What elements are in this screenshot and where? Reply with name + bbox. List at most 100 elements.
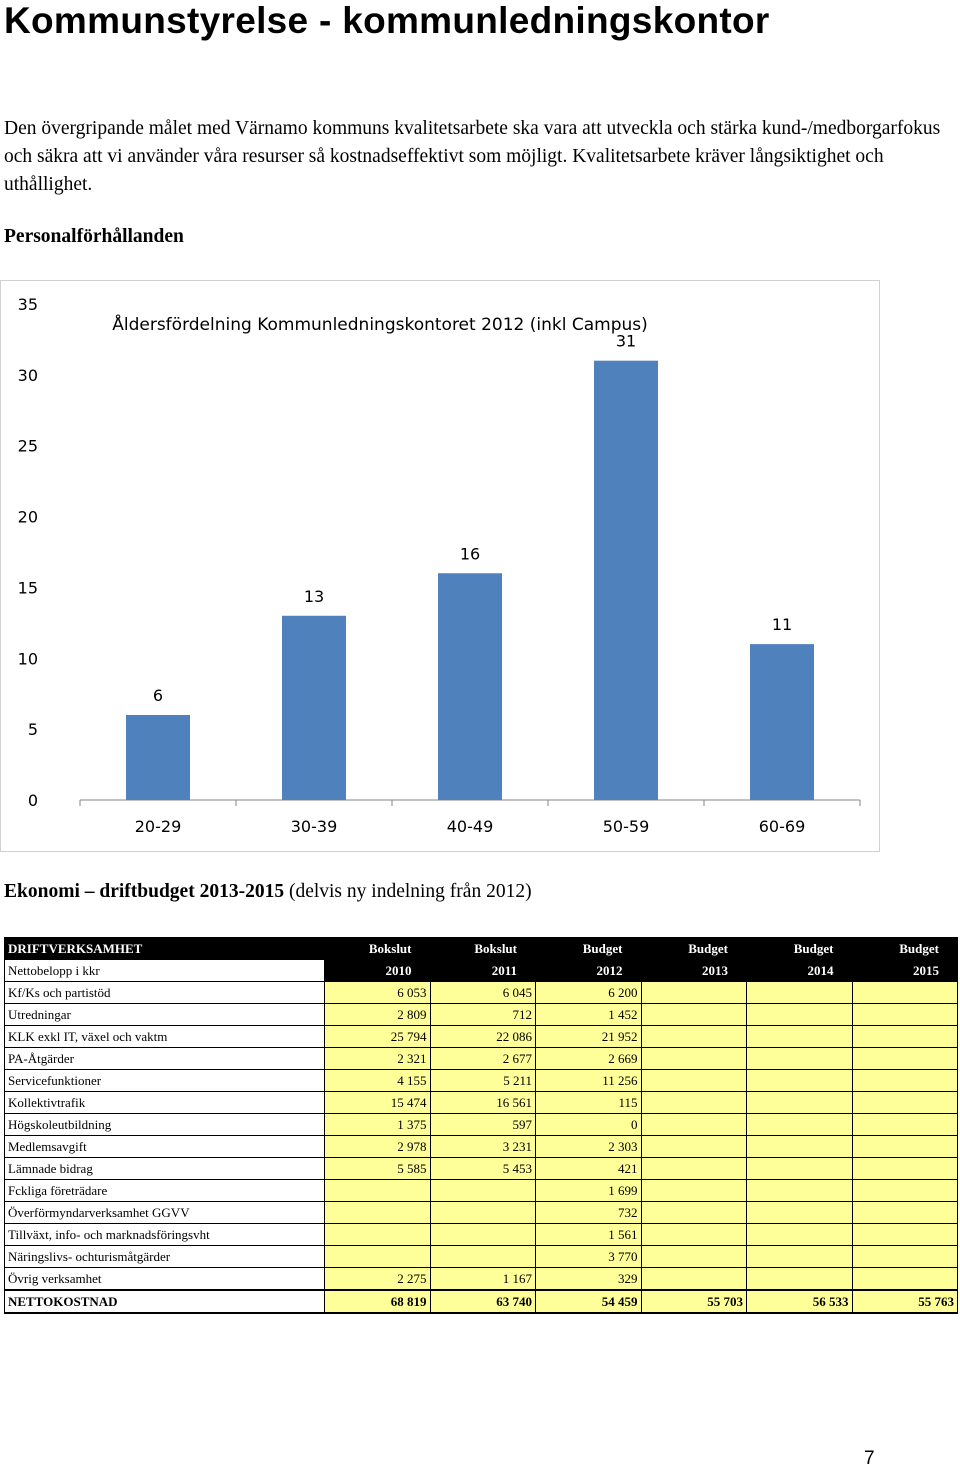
section-heading-economy-dash: –: [79, 881, 100, 902]
table-cell: [851, 1267, 958, 1291]
table-body: Kf/Ks och partistöd 6 053 6 045 6 200 Utredn…: [4, 981, 958, 1314]
chart-svg: Åldersfördelning Kommunledningskontoret …: [0, 280, 880, 852]
table-cell: 6 045: [429, 981, 536, 1004]
table-cell: [324, 1179, 431, 1202]
table-cell: [640, 1069, 747, 1092]
table-cell: [851, 1003, 958, 1026]
table-row: Övrig verksamhet 2 275 1 167 329: [4, 1267, 958, 1291]
table-cell: [746, 1047, 853, 1070]
table-cell: [429, 1179, 536, 1202]
table-cell: 2 303: [535, 1135, 642, 1158]
table-cell: [851, 981, 958, 1004]
table-cell: 16 561: [429, 1091, 536, 1114]
table-cell: [640, 1201, 747, 1224]
table-row: Lämnade bidrag 5 585 5 453 421: [4, 1157, 958, 1180]
table-cell: 1 699: [535, 1179, 642, 1202]
table-cell: [746, 1113, 853, 1136]
table-row: Kollektivtrafik 15 474 16 561 115: [4, 1091, 958, 1114]
bar: [750, 644, 814, 800]
page-number: 7: [864, 1448, 875, 1469]
y-tick-label: 15: [18, 578, 38, 597]
table-row: KLK exkl IT, växel och vaktm 25 794 22 086…: [4, 1025, 958, 1048]
table-cell: [640, 1091, 747, 1114]
row-label: Överförmyndarverksamhet GGVV: [4, 1201, 325, 1224]
row-label: Övrig verksamhet: [4, 1267, 325, 1291]
y-tick-label: 0: [28, 791, 38, 810]
y-tick-label: 20: [18, 508, 38, 527]
table-cell: 329: [535, 1267, 642, 1291]
table-cell: [851, 1179, 958, 1202]
table-cell: [324, 1245, 431, 1268]
table-cell: [640, 1113, 747, 1136]
table-cell: [429, 1245, 536, 1268]
table-header-type: Budget: [535, 937, 642, 960]
table-cell: 2 275: [324, 1267, 431, 1291]
table-cell: 732: [535, 1201, 642, 1224]
table-header-year: 2010: [324, 959, 431, 982]
data-label: 31: [616, 332, 636, 351]
table-cell: [746, 1179, 853, 1202]
table-header-type: Budget: [851, 937, 958, 960]
table-header-type: Bokslut: [429, 937, 536, 960]
total-cell: 55 703: [640, 1289, 747, 1314]
table-cell: [746, 1091, 853, 1114]
y-tick-label: 5: [28, 720, 38, 739]
x-tick-label: 60-69: [759, 817, 806, 836]
section-heading-economy-part1: Ekonomi: [4, 881, 80, 902]
table-cell: 2 669: [535, 1047, 642, 1070]
section-heading-economy: Ekonomi – driftbudget 2013-2015 (delvis …: [4, 881, 532, 903]
row-label: Kollektivtrafik: [4, 1091, 325, 1114]
table-cell: 4 155: [324, 1069, 431, 1092]
bar: [438, 573, 502, 800]
table-cell: [324, 1201, 431, 1224]
table-cell: 0: [535, 1113, 642, 1136]
table-cell: 22 086: [429, 1025, 536, 1048]
table-cell: [640, 1245, 747, 1268]
bar: [282, 615, 346, 800]
table-header-row-2: Nettobelopp i kkr 2010 2011 2012 2013 2014 201…: [4, 959, 958, 982]
row-label: Kf/Ks och partistöd: [4, 981, 325, 1004]
data-label: 13: [304, 587, 324, 606]
table-cell: [851, 1069, 958, 1092]
total-cell: 54 459: [535, 1289, 642, 1314]
table-cell: [746, 1245, 853, 1268]
table-cell: [746, 1135, 853, 1158]
table-cell: [324, 1223, 431, 1246]
table-cell: [851, 1201, 958, 1224]
row-label: Fckliga företrädare: [4, 1179, 325, 1202]
x-tick-label: 40-49: [447, 817, 494, 836]
data-label: 16: [460, 544, 480, 563]
table-cell: [640, 1157, 747, 1180]
table-header-year: 2013: [640, 959, 747, 982]
data-label: 6: [153, 686, 163, 705]
table-cell: [640, 981, 747, 1004]
table-cell: [640, 1223, 747, 1246]
table-cell: 25 794: [324, 1025, 431, 1048]
table-cell: [746, 1267, 853, 1291]
table-cell: [429, 1223, 536, 1246]
table-cell: [746, 981, 853, 1004]
table-header-year: 2015: [851, 959, 958, 982]
table-header-type: Bokslut: [324, 937, 431, 960]
bar: [126, 714, 190, 800]
table-cell: 1 375: [324, 1113, 431, 1136]
x-tick-label: 50-59: [603, 817, 650, 836]
table-header-year: 2012: [535, 959, 642, 982]
table-row: Medlemsavgift 2 978 3 231 2 303: [4, 1135, 958, 1158]
table-cell: 3 231: [429, 1135, 536, 1158]
table-cell: [640, 1025, 747, 1048]
y-tick-label: 30: [18, 366, 38, 385]
row-label: Medlemsavgift: [4, 1135, 325, 1158]
total-label: NETTOKOSTNAD: [4, 1289, 325, 1314]
total-cell: 56 533: [746, 1289, 853, 1314]
table-cell: [640, 1135, 747, 1158]
table-cell: 2 321: [324, 1047, 431, 1070]
table-cell: [429, 1201, 536, 1224]
table-cell: [746, 1157, 853, 1180]
table-cell: 1 452: [535, 1003, 642, 1026]
table-header-type: Budget: [640, 937, 747, 960]
table-header-year: 2011: [429, 959, 536, 982]
table-cell: 5 211: [429, 1069, 536, 1092]
table-cell: [746, 1201, 853, 1224]
table-cell: [640, 1179, 747, 1202]
